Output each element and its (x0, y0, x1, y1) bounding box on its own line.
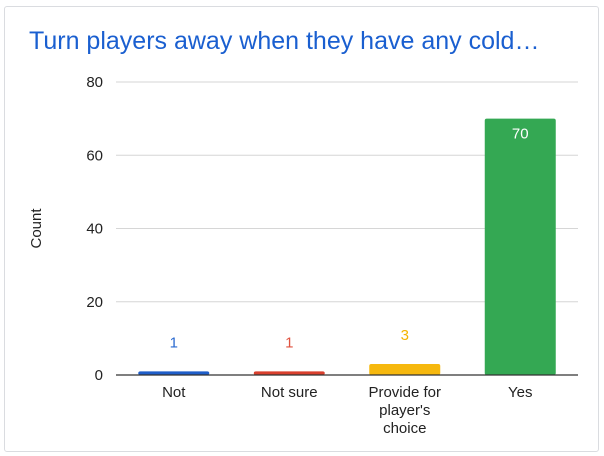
data-label: 1 (170, 334, 178, 351)
bar (253, 371, 325, 375)
bar (484, 118, 556, 375)
x-tick-label-line: Not (162, 384, 186, 401)
bar-chart: 0 20 40 60 80 Count 1 Not 1 Not sure 3 Provide for p… (28, 74, 578, 437)
y-tick-label: 80 (86, 74, 103, 91)
x-tick-label-line: Yes (508, 384, 532, 401)
chart-title: Turn players away when they have any col… (29, 27, 540, 55)
data-label: 3 (401, 327, 409, 344)
y-axis-title: Count (28, 208, 45, 249)
x-tick-label-line: player's (379, 402, 430, 419)
x-tick-label: Not sure (261, 384, 318, 401)
x-tick-label-line: choice (383, 420, 426, 437)
bar (138, 371, 210, 375)
x-tick-label: Not (162, 384, 186, 401)
data-label: 1 (285, 334, 293, 351)
x-tick-label-line: Not sure (261, 384, 318, 401)
chart-frame: Turn players away when they have any col… (4, 6, 599, 452)
y-tick-label: 60 (86, 147, 103, 164)
x-tick-label: Yes (508, 384, 532, 401)
x-tick-label-line: Provide for (368, 384, 441, 401)
y-tick-label: 20 (86, 294, 103, 311)
data-label: 70 (512, 126, 529, 143)
x-tick-label: Provide for player's choice (368, 384, 441, 437)
y-tick-label: 0 (95, 367, 103, 384)
y-tick-label: 40 (86, 221, 103, 238)
bar (369, 364, 441, 375)
